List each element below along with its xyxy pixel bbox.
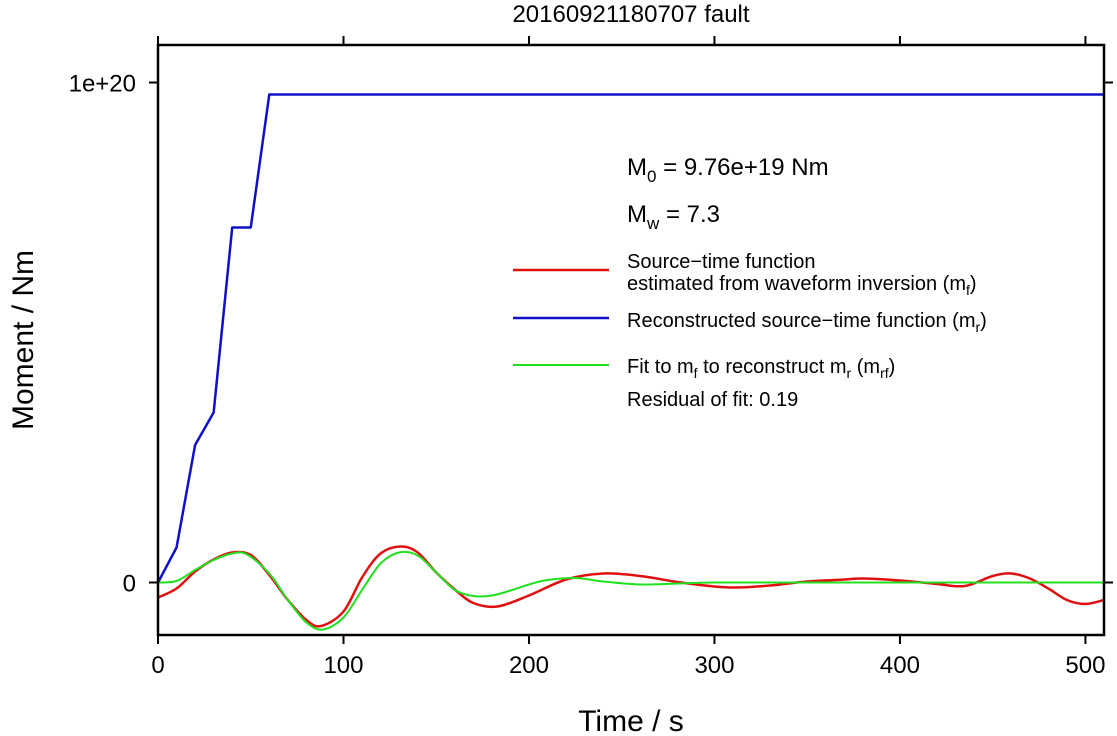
legend-mf-line2-sub: f [966, 282, 970, 298]
legend-mr-text: Reconstructed source−time function (m [627, 310, 976, 332]
legend-mf-line1: Source−time function [627, 251, 815, 273]
residual-annotation: Residual of fit: 0.19 [627, 389, 798, 411]
chart-title: 20160921180707 fault [512, 1, 749, 28]
legend-mr-label: Reconstructed source−time function (mr) [627, 310, 987, 335]
x-tick-label: 200 [509, 652, 549, 679]
legend-mrf-sub1: f [694, 365, 698, 381]
mw-subscript: w [646, 214, 660, 233]
x-tick-label: 300 [694, 652, 734, 679]
series-line-mrf [158, 550, 1104, 631]
legend-mrf-text3: (m [851, 356, 880, 378]
x-tick-label: 400 [880, 652, 920, 679]
y-axis-label: Moment / Nm [7, 250, 40, 430]
legend-mf-line2: estimated from waveform inversion (mf) [627, 273, 977, 298]
m0-base: M [627, 154, 647, 181]
x-axis-label: Time / s [578, 705, 684, 736]
mw-base: M [627, 201, 647, 228]
legend-mrf-sub2: r [847, 365, 852, 381]
m0-subscript: 0 [647, 167, 656, 186]
legend-mrf-text1: Fit to m [627, 356, 694, 378]
mw-value: = 7.3 [659, 201, 720, 228]
legend-mf-line2-text: estimated from waveform inversion (m [627, 273, 966, 295]
m0-value: = 9.76e+19 Nm [656, 154, 828, 181]
series-line-mr [158, 93, 1104, 584]
legend-mrf-text2: to reconstruct m [698, 356, 847, 378]
plot-frame [156, 43, 1106, 637]
x-tick-label: 100 [323, 652, 363, 679]
legend: Source−time function estimated from wave… [513, 251, 987, 411]
legend-mrf-label: Fit to mf to reconstruct mr (mrf) [627, 356, 895, 381]
x-tick-label: 500 [1065, 652, 1105, 679]
x-tick-label: 0 [151, 652, 164, 679]
legend-mr-sub: r [976, 319, 981, 335]
legend-mrf-sub3: rf [880, 365, 889, 381]
series-layer [158, 93, 1104, 631]
legend-mf-line2-close: ) [970, 273, 977, 295]
legend-mrf-close: ) [889, 356, 896, 378]
m0-annotation: M0 = 9.76e+19 Nm [627, 154, 829, 186]
mw-annotation: Mw = 7.3 [627, 201, 720, 233]
y-tick-label: 0 [123, 571, 136, 598]
axis-layer: 0 100 200 300 400 500 0 1e+20 [69, 36, 1113, 679]
legend-mr-close: ) [980, 310, 987, 332]
y-tick-label: 1e+20 [69, 71, 136, 98]
